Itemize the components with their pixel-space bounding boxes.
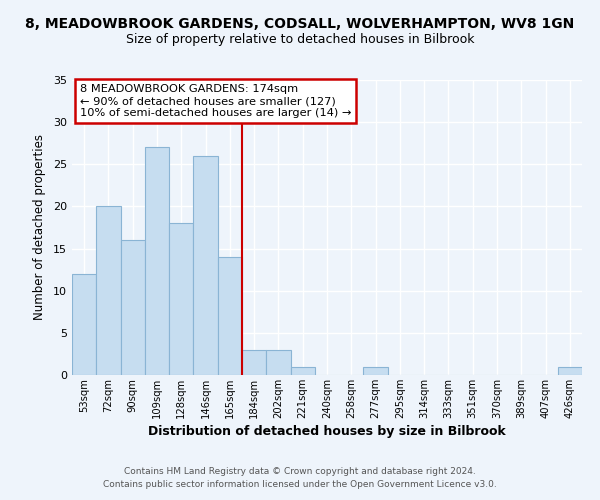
Bar: [266, 350, 290, 375]
Text: Contains public sector information licensed under the Open Government Licence v3: Contains public sector information licen…: [103, 480, 497, 489]
Text: Contains HM Land Registry data © Crown copyright and database right 2024.: Contains HM Land Registry data © Crown c…: [124, 467, 476, 476]
Text: Size of property relative to detached houses in Bilbrook: Size of property relative to detached ho…: [126, 32, 474, 46]
Bar: [193, 156, 218, 375]
Bar: [364, 366, 388, 375]
Bar: [72, 274, 96, 375]
Y-axis label: Number of detached properties: Number of detached properties: [33, 134, 46, 320]
Bar: [121, 240, 145, 375]
Text: 8 MEADOWBROOK GARDENS: 174sqm
← 90% of detached houses are smaller (127)
10% of : 8 MEADOWBROOK GARDENS: 174sqm ← 90% of d…: [80, 84, 351, 117]
Bar: [96, 206, 121, 375]
Bar: [218, 257, 242, 375]
Bar: [169, 224, 193, 375]
Bar: [145, 148, 169, 375]
Bar: [242, 350, 266, 375]
Bar: [558, 366, 582, 375]
Text: 8, MEADOWBROOK GARDENS, CODSALL, WOLVERHAMPTON, WV8 1GN: 8, MEADOWBROOK GARDENS, CODSALL, WOLVERH…: [25, 18, 575, 32]
Bar: [290, 366, 315, 375]
X-axis label: Distribution of detached houses by size in Bilbrook: Distribution of detached houses by size …: [148, 425, 506, 438]
